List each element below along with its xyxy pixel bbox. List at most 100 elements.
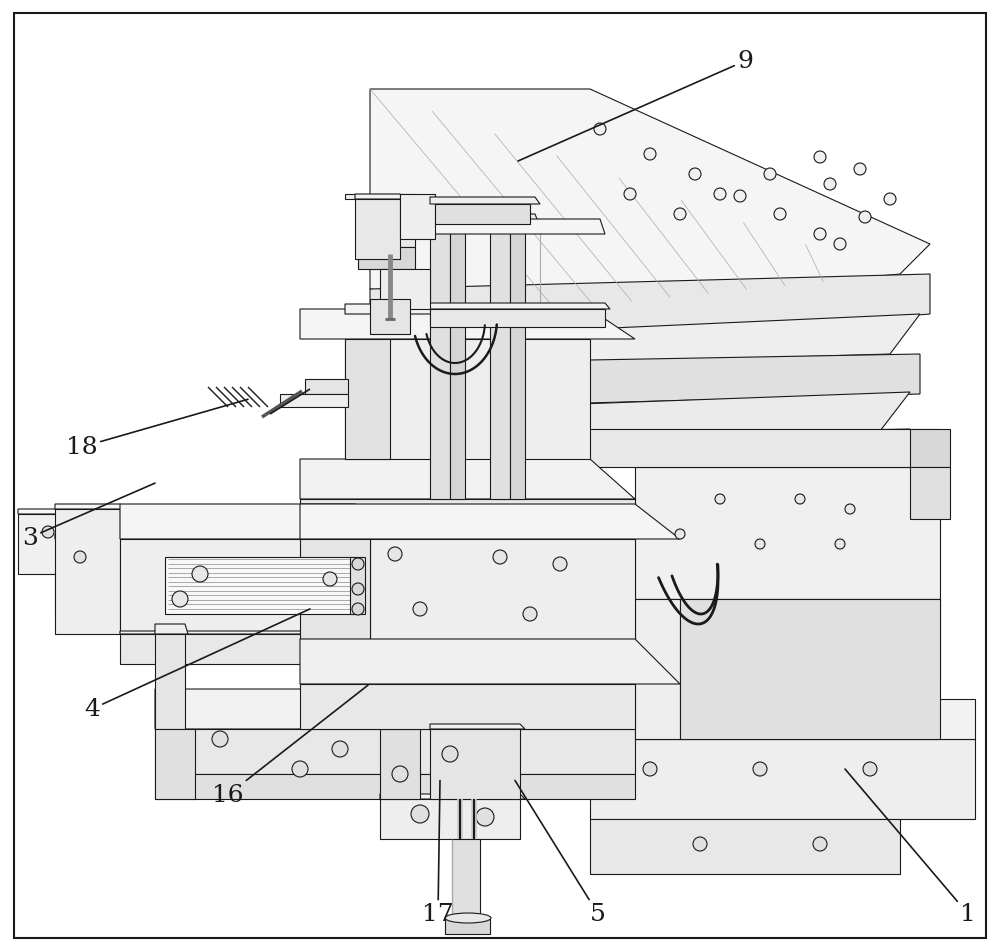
Polygon shape bbox=[370, 300, 410, 335]
Circle shape bbox=[523, 607, 537, 622]
Polygon shape bbox=[345, 305, 545, 315]
Circle shape bbox=[675, 529, 685, 540]
Polygon shape bbox=[370, 429, 910, 467]
Circle shape bbox=[392, 766, 408, 783]
Circle shape bbox=[352, 559, 364, 570]
Circle shape bbox=[795, 494, 805, 505]
Polygon shape bbox=[300, 640, 680, 684]
Circle shape bbox=[859, 211, 871, 224]
Polygon shape bbox=[300, 505, 680, 540]
Polygon shape bbox=[370, 392, 910, 440]
Polygon shape bbox=[430, 198, 540, 205]
Circle shape bbox=[624, 188, 636, 201]
Polygon shape bbox=[590, 739, 975, 819]
Polygon shape bbox=[435, 205, 530, 225]
Circle shape bbox=[292, 762, 308, 777]
Polygon shape bbox=[510, 220, 525, 500]
Polygon shape bbox=[120, 505, 400, 540]
Circle shape bbox=[74, 551, 86, 564]
Polygon shape bbox=[590, 819, 900, 874]
Polygon shape bbox=[355, 200, 400, 260]
Circle shape bbox=[411, 805, 429, 823]
Polygon shape bbox=[430, 729, 520, 799]
Text: 17: 17 bbox=[422, 781, 454, 925]
Circle shape bbox=[493, 550, 507, 565]
Circle shape bbox=[192, 566, 208, 583]
Circle shape bbox=[442, 746, 458, 763]
Polygon shape bbox=[380, 799, 520, 839]
Polygon shape bbox=[300, 460, 635, 500]
Polygon shape bbox=[340, 634, 380, 694]
Polygon shape bbox=[350, 558, 365, 614]
Polygon shape bbox=[380, 269, 430, 309]
Polygon shape bbox=[55, 509, 120, 634]
Circle shape bbox=[388, 547, 402, 562]
Polygon shape bbox=[430, 724, 525, 729]
Polygon shape bbox=[450, 220, 465, 500]
Circle shape bbox=[714, 188, 726, 201]
Polygon shape bbox=[155, 625, 188, 634]
Polygon shape bbox=[910, 429, 950, 467]
Circle shape bbox=[764, 169, 776, 181]
Text: 5: 5 bbox=[515, 781, 606, 925]
Polygon shape bbox=[425, 304, 610, 309]
Circle shape bbox=[42, 526, 54, 539]
Polygon shape bbox=[358, 248, 415, 269]
Polygon shape bbox=[165, 558, 355, 614]
Polygon shape bbox=[635, 467, 940, 600]
Polygon shape bbox=[430, 220, 450, 500]
Polygon shape bbox=[155, 634, 185, 729]
Polygon shape bbox=[430, 309, 605, 327]
Text: 3: 3 bbox=[22, 484, 155, 549]
Circle shape bbox=[674, 208, 686, 221]
Polygon shape bbox=[635, 600, 940, 680]
Circle shape bbox=[172, 591, 188, 607]
Circle shape bbox=[884, 194, 896, 206]
Polygon shape bbox=[55, 569, 310, 614]
Ellipse shape bbox=[445, 913, 491, 923]
Polygon shape bbox=[345, 195, 415, 200]
Circle shape bbox=[834, 239, 846, 250]
Polygon shape bbox=[425, 215, 540, 228]
Circle shape bbox=[689, 169, 701, 181]
Circle shape bbox=[594, 124, 606, 136]
Circle shape bbox=[814, 228, 826, 241]
Polygon shape bbox=[55, 540, 355, 569]
Circle shape bbox=[323, 572, 337, 586]
Circle shape bbox=[813, 837, 827, 851]
Polygon shape bbox=[155, 774, 635, 799]
Polygon shape bbox=[370, 540, 635, 640]
Polygon shape bbox=[155, 729, 195, 799]
Polygon shape bbox=[445, 919, 490, 934]
Polygon shape bbox=[400, 195, 435, 240]
Polygon shape bbox=[355, 195, 402, 200]
Circle shape bbox=[835, 540, 845, 549]
Circle shape bbox=[413, 603, 427, 616]
Circle shape bbox=[643, 763, 657, 776]
Circle shape bbox=[693, 837, 707, 851]
Circle shape bbox=[553, 558, 567, 571]
Circle shape bbox=[814, 151, 826, 164]
Polygon shape bbox=[155, 729, 635, 774]
Polygon shape bbox=[345, 340, 590, 460]
Text: 9: 9 bbox=[518, 50, 753, 162]
Polygon shape bbox=[680, 600, 940, 739]
Circle shape bbox=[824, 179, 836, 190]
Circle shape bbox=[845, 505, 855, 514]
Polygon shape bbox=[358, 200, 415, 248]
Polygon shape bbox=[380, 729, 420, 799]
Polygon shape bbox=[425, 220, 605, 235]
Text: 4: 4 bbox=[84, 609, 310, 721]
Polygon shape bbox=[490, 220, 510, 500]
Polygon shape bbox=[345, 340, 390, 460]
Polygon shape bbox=[120, 634, 400, 664]
Polygon shape bbox=[305, 380, 348, 394]
Polygon shape bbox=[635, 600, 680, 739]
Polygon shape bbox=[55, 534, 355, 540]
Polygon shape bbox=[300, 500, 635, 540]
Polygon shape bbox=[452, 839, 480, 929]
Circle shape bbox=[715, 494, 725, 505]
Polygon shape bbox=[18, 514, 80, 574]
Text: 18: 18 bbox=[66, 400, 248, 459]
Polygon shape bbox=[370, 275, 930, 345]
